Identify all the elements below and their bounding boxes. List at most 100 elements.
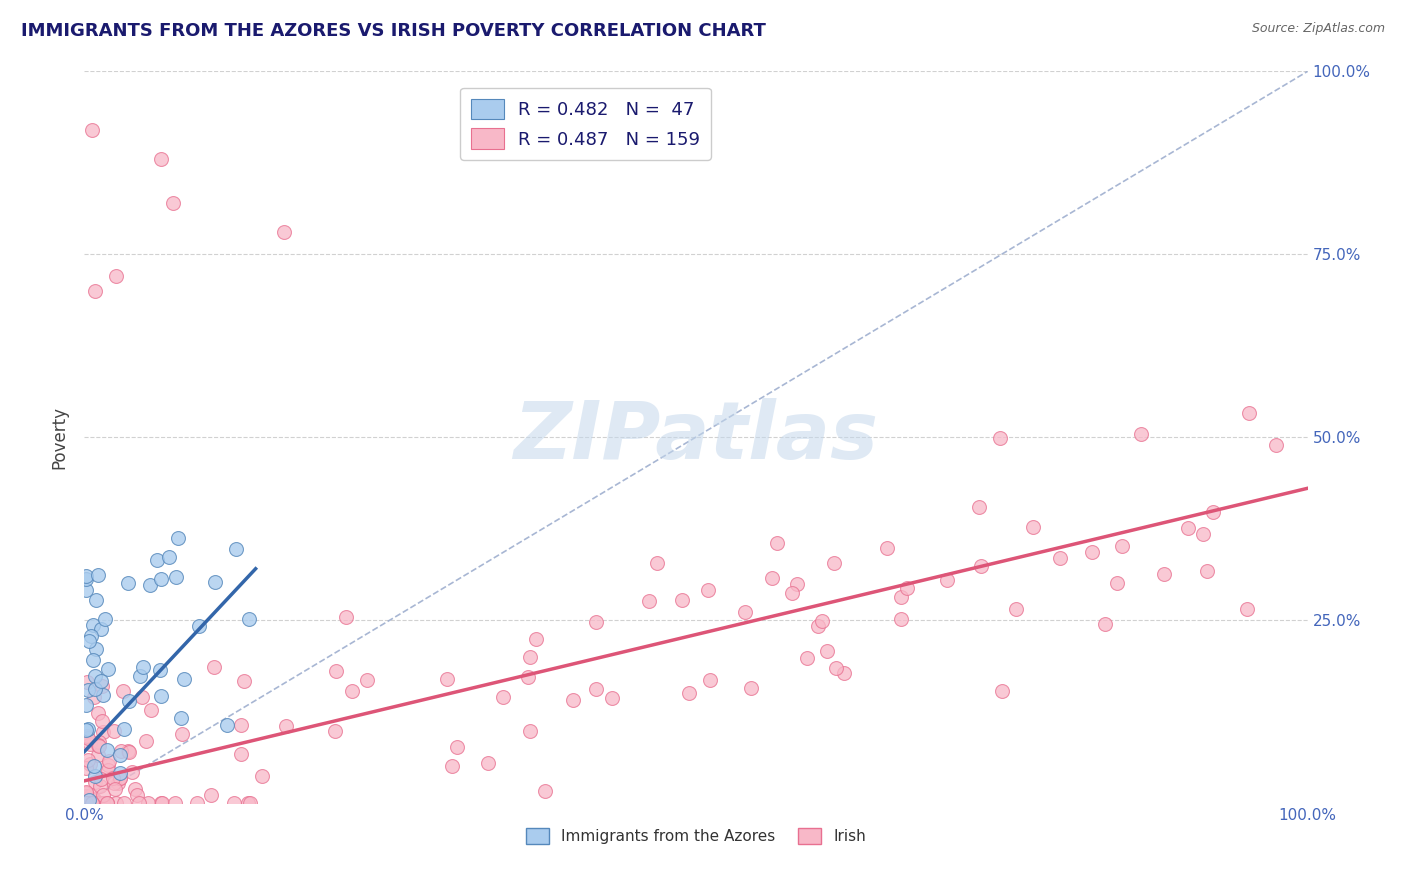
Point: [585, 615, 607, 630]
Point: [645, 556, 668, 570]
Point: [84, 774, 107, 789]
Point: [75, 572, 97, 586]
Point: [780, 586, 803, 600]
Point: [75, 796, 97, 810]
Point: [1191, 527, 1213, 541]
Point: [77, 722, 100, 736]
Point: [79, 757, 101, 772]
Point: [80, 123, 103, 137]
Point: [1130, 427, 1153, 442]
Point: [135, 734, 157, 748]
Point: [82, 796, 104, 810]
Text: ZIPatlas: ZIPatlas: [513, 398, 879, 476]
Point: [80, 789, 103, 803]
Point: [967, 500, 990, 514]
Point: [1236, 602, 1258, 616]
Point: [87, 796, 110, 810]
Point: [76, 731, 98, 746]
Point: [740, 681, 762, 695]
Point: [1049, 551, 1071, 566]
Point: [75, 796, 97, 810]
Point: [1202, 505, 1225, 519]
Point: [188, 618, 211, 632]
Point: [77, 796, 100, 810]
Point: [90, 674, 112, 689]
Point: [83, 759, 105, 773]
Point: [796, 650, 818, 665]
Point: [1177, 521, 1199, 535]
Point: [76, 753, 98, 767]
Point: [108, 771, 131, 785]
Point: [204, 575, 226, 590]
Point: [87, 568, 110, 582]
Point: [1081, 545, 1104, 559]
Point: [82, 653, 104, 667]
Point: [83, 668, 105, 682]
Point: [1264, 438, 1286, 452]
Point: [97, 754, 120, 768]
Point: [84, 593, 107, 607]
Point: [84, 284, 107, 298]
Point: [128, 796, 150, 810]
Point: [786, 577, 808, 591]
Point: [600, 690, 623, 705]
Point: [91, 796, 114, 810]
Point: [117, 744, 139, 758]
Point: [75, 785, 97, 799]
Point: [80, 796, 103, 810]
Point: [697, 582, 720, 597]
Point: [170, 711, 193, 725]
Point: [84, 682, 107, 697]
Point: [139, 578, 162, 592]
Point: [91, 688, 114, 702]
Point: [121, 764, 143, 779]
Point: [86, 738, 108, 752]
Point: [250, 769, 273, 783]
Point: [90, 796, 112, 810]
Point: [108, 748, 131, 763]
Point: [834, 666, 856, 681]
Point: [1005, 601, 1028, 615]
Point: [173, 673, 195, 687]
Point: [492, 690, 515, 704]
Point: [112, 722, 135, 736]
Point: [76, 675, 98, 690]
Point: [108, 771, 131, 785]
Point: [75, 761, 97, 775]
Point: [77, 683, 100, 698]
Point: [108, 766, 131, 780]
Point: [441, 759, 464, 773]
Point: [82, 618, 104, 632]
Point: [132, 660, 155, 674]
Point: [807, 619, 830, 633]
Point: [104, 269, 127, 284]
Point: [77, 796, 100, 810]
Point: [202, 660, 225, 674]
Point: [96, 796, 118, 810]
Point: [93, 796, 115, 810]
Point: [149, 796, 172, 810]
Point: [274, 719, 297, 733]
Point: [83, 793, 105, 807]
Point: [83, 690, 105, 705]
Point: [876, 541, 898, 556]
Point: [356, 673, 378, 687]
Point: [477, 756, 499, 770]
Point: [90, 622, 112, 636]
Point: [93, 724, 115, 739]
Point: [94, 796, 117, 810]
Point: [325, 664, 347, 678]
Point: [734, 605, 756, 619]
Point: [825, 661, 848, 675]
Point: [988, 432, 1011, 446]
Point: [186, 796, 208, 810]
Point: [124, 782, 146, 797]
Point: [811, 614, 834, 628]
Point: [815, 643, 838, 657]
Point: [80, 796, 103, 810]
Point: [1094, 616, 1116, 631]
Point: [107, 775, 129, 789]
Point: [524, 632, 547, 646]
Point: [1111, 539, 1133, 553]
Point: [823, 556, 845, 570]
